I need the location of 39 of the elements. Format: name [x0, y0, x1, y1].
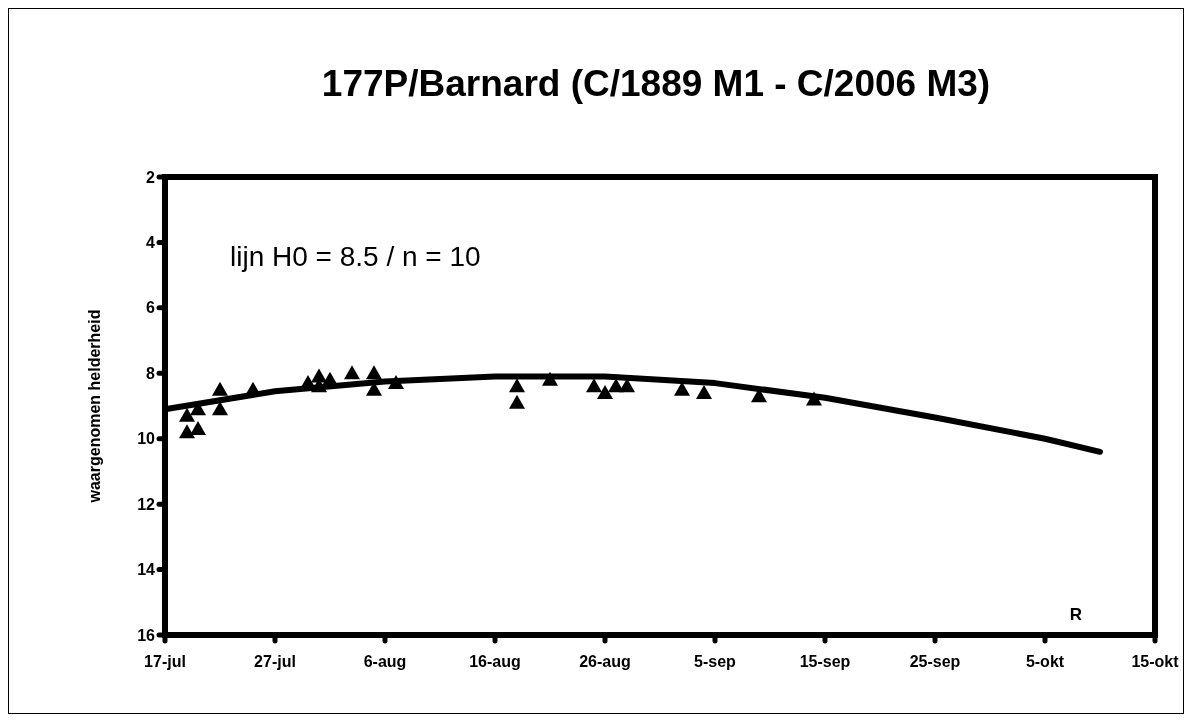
point — [619, 378, 635, 393]
point — [509, 378, 525, 393]
x-tick-label: 26-aug — [579, 653, 631, 670]
point — [366, 365, 382, 380]
point — [696, 384, 712, 399]
y-tick-label: 2 — [146, 168, 156, 186]
x-tick-label: 5-okt — [1025, 653, 1065, 670]
x-tick-label: 5-sep — [694, 653, 737, 670]
point — [212, 401, 228, 416]
y-tick-label: 14 — [137, 561, 156, 579]
y-tick-label: 8 — [146, 364, 156, 382]
x-tick-label: 15-sep — [799, 653, 851, 670]
y-tick-label: 6 — [146, 299, 156, 317]
point — [190, 420, 206, 435]
point — [586, 378, 602, 393]
point — [509, 394, 525, 409]
point — [388, 375, 404, 390]
y-tick-label: 12 — [137, 495, 156, 513]
point — [806, 391, 822, 406]
point — [344, 365, 360, 380]
point — [179, 407, 195, 422]
y-tick-label: 4 — [146, 234, 156, 252]
x-tick-label: 16-aug — [469, 653, 521, 670]
annotation: lijn H0 = 8.5 / n = 10 — [230, 241, 481, 272]
y-tick-label: 16 — [137, 626, 156, 644]
point — [322, 371, 338, 386]
annotation: R — [1069, 604, 1083, 624]
chart-title: 177P/Barnard (C/1889 M1 - C/2006 M3) — [321, 63, 991, 104]
point — [179, 424, 195, 439]
point — [212, 381, 228, 396]
y-axis-title: waargenomen helderheid — [86, 309, 103, 504]
point — [542, 371, 558, 386]
x-tick-label: 17-jul — [144, 653, 186, 670]
point — [597, 384, 613, 399]
y-tick-label: 10 — [137, 430, 156, 448]
x-tick-label: 15-okt — [1131, 653, 1180, 670]
x-tick-label: 6-aug — [363, 653, 407, 670]
x-tick-label: 27-jul — [254, 653, 296, 670]
x-tick-label: 25-sep — [909, 653, 961, 670]
